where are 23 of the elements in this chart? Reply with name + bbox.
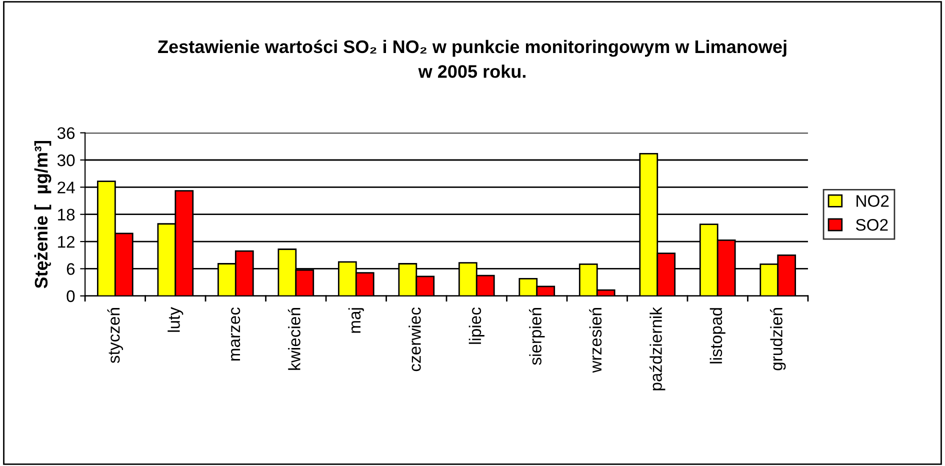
x-tick-label: styczeń bbox=[107, 308, 124, 364]
x-tick-label: sierpień bbox=[529, 308, 545, 365]
x-tick-label: kwiecień bbox=[288, 308, 300, 370]
y-axis-title: Stężenie [ µg/m³] bbox=[34, 140, 52, 288]
x-tick-label: czerwiec bbox=[408, 307, 421, 372]
x-tick-label: marzec bbox=[231, 307, 240, 361]
x-tick-label: maj bbox=[348, 308, 364, 333]
x-tick-label: grudzień bbox=[770, 308, 786, 370]
y-tick-label: 0 bbox=[66, 290, 75, 302]
chart-title: Zestawienie wartości SO₂ i NO₂ w punkcie monitoringowym w Limanowej w 2005 roku. bbox=[158, 40, 786, 78]
y-tick-label: 18 bbox=[58, 208, 75, 221]
y-tick-label: 12 bbox=[58, 236, 74, 248]
x-tick-label: wrzesień bbox=[589, 308, 602, 373]
y-tick-label: 24 bbox=[58, 182, 75, 194]
legend-label: SO2 bbox=[856, 218, 888, 231]
legend-label: NO2 bbox=[856, 195, 889, 207]
x-tick-label: listopad bbox=[710, 308, 726, 364]
x-tick-label: październik bbox=[650, 306, 666, 390]
y-tick-label: 30 bbox=[57, 154, 75, 166]
y-tick-label: 6 bbox=[66, 263, 75, 275]
x-tick-label: lipiec bbox=[468, 307, 484, 344]
y-tick-label: 36 bbox=[57, 127, 75, 140]
x-tick-label: luty bbox=[168, 307, 184, 332]
